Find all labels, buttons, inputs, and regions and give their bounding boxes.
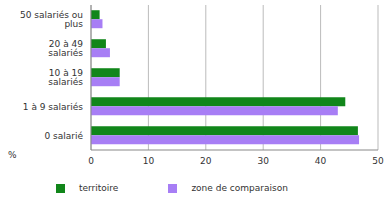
html-text:zone de comparaison: zone de comparaison [191,183,288,193]
svg-text:0: 0 [88,156,94,166]
svg-text:1 à 9 salariés: 1 à 9 salariés [23,102,84,112]
svg-text:50 salariés ouplus: 50 salariés ouplus [20,10,83,29]
svg-text:50: 50 [372,156,382,166]
html-text:territoire: territoire [79,183,119,193]
svg-text:10 à 19salariés: 10 à 19salariés [48,68,83,87]
svg-text:20 à 49salariés: 20 à 49salariés [48,39,83,58]
svg-text:40: 40 [315,156,327,166]
svg-text:20: 20 [200,156,212,166]
svg-text:0 salarié: 0 salarié [44,131,83,141]
svg-text:30: 30 [257,156,269,166]
svg-text:10: 10 [143,156,155,166]
